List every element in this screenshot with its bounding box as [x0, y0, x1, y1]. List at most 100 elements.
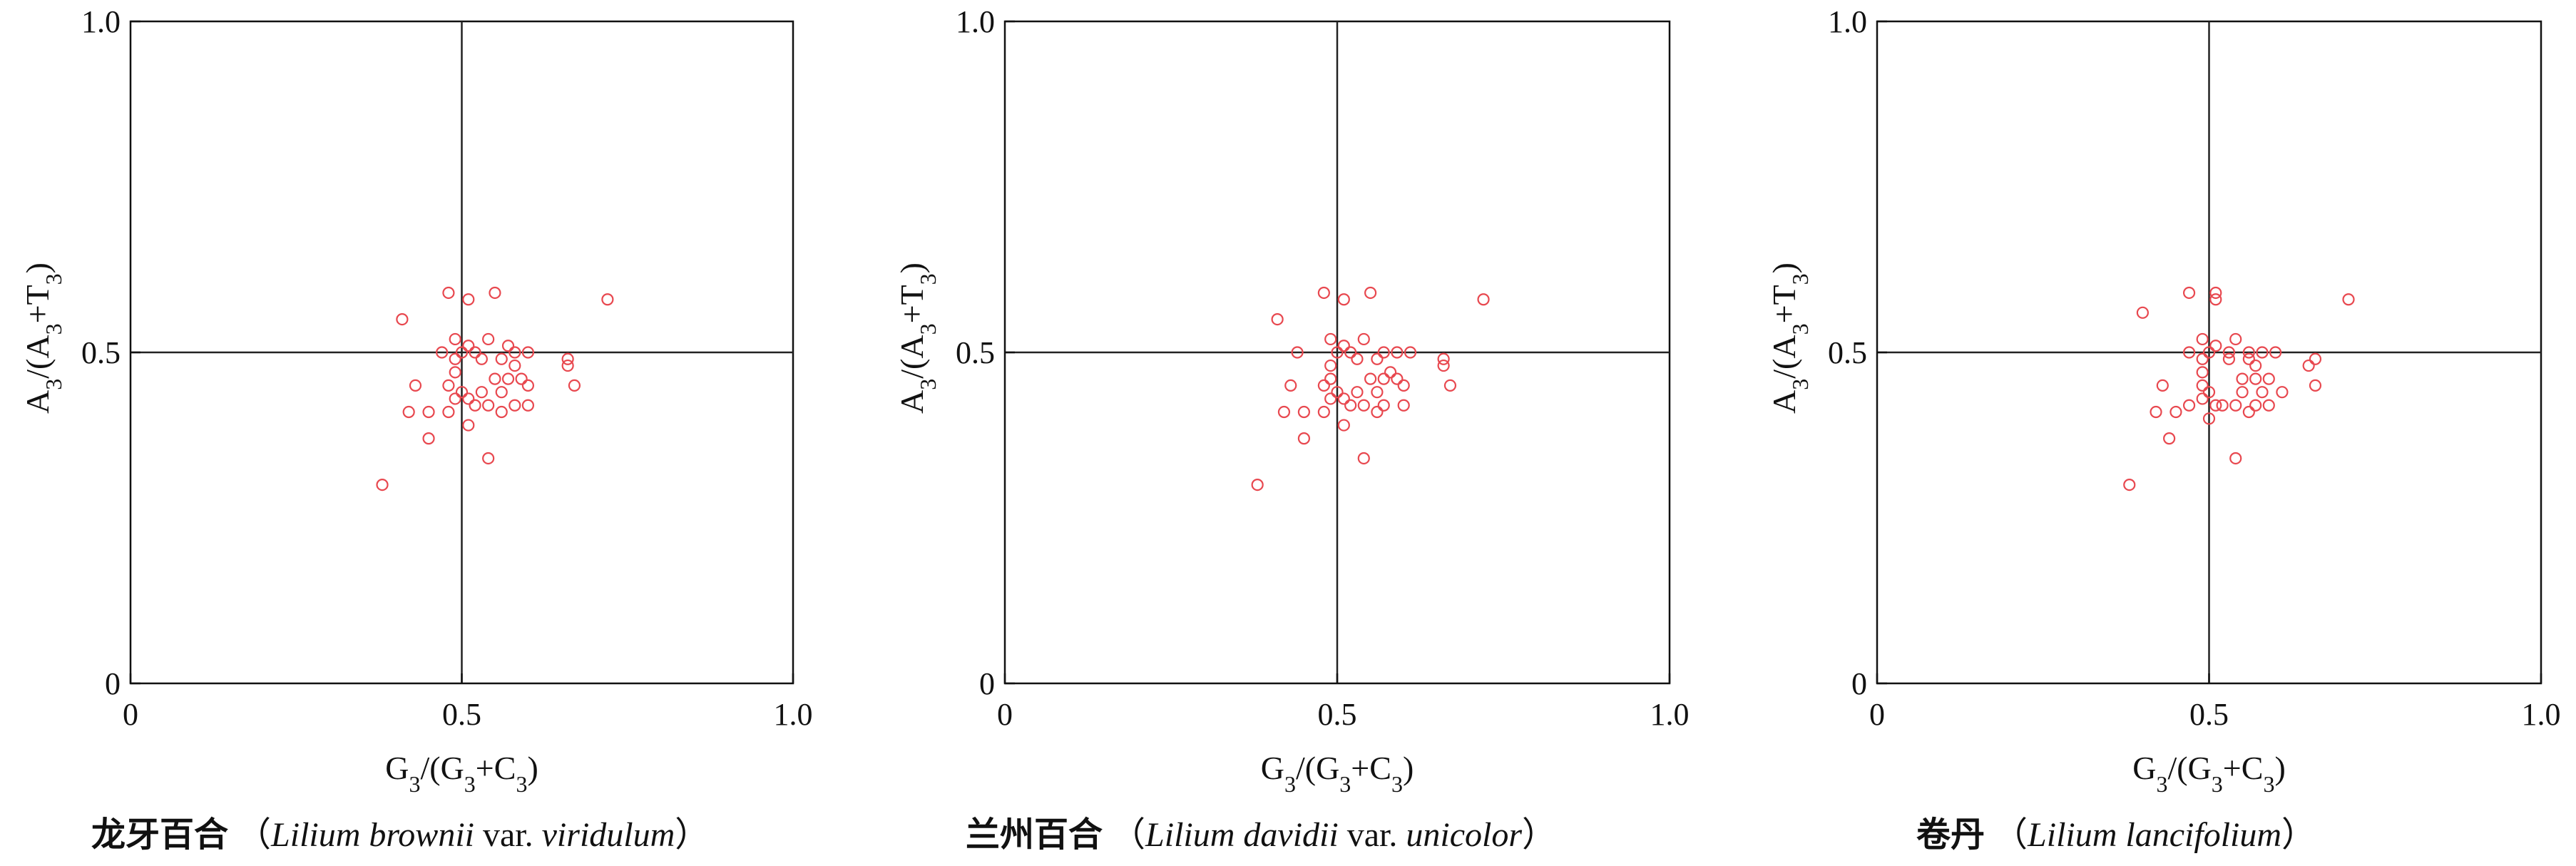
data-point	[422, 432, 435, 445]
data-point	[2196, 332, 2209, 346]
caption-chinese-name: 兰州百合	[966, 815, 1103, 855]
y-tick-label: 1.0	[1828, 4, 1867, 39]
data-point	[2256, 386, 2269, 399]
data-point	[501, 340, 515, 352]
data-point	[2202, 386, 2216, 399]
data-point	[1331, 386, 1344, 399]
data-point	[2242, 346, 2255, 359]
data-point	[482, 399, 495, 412]
data-point	[455, 346, 469, 359]
data-point	[1337, 293, 1350, 306]
data-point	[1297, 432, 1311, 445]
data-point	[1377, 399, 1390, 412]
y-tick-label: 0	[105, 666, 121, 701]
data-point	[1291, 346, 1304, 359]
y-tick-label: 0	[979, 666, 995, 701]
data-point	[2163, 432, 2176, 445]
data-point	[2196, 366, 2209, 379]
data-point	[1384, 366, 1397, 379]
data-point	[442, 379, 455, 392]
data-point	[402, 405, 415, 419]
data-point	[1284, 379, 1297, 392]
y-tick-label: 0.5	[956, 335, 995, 370]
data-point	[561, 352, 574, 365]
data-point	[501, 372, 515, 385]
data-point	[2229, 452, 2242, 465]
caption-chinese-name: 龙牙百合	[91, 815, 228, 855]
data-point	[2229, 332, 2242, 346]
x-tick-label: 0.5	[442, 697, 481, 732]
data-point	[2196, 392, 2209, 405]
data-point	[1391, 372, 1404, 385]
caption-chinese-name: 卷丹	[1916, 815, 1985, 855]
data-point	[396, 313, 409, 326]
caption-latin-name: Lilium lancifolium	[2027, 816, 2281, 854]
data-point	[469, 346, 481, 359]
data-point	[1297, 405, 1311, 419]
data-point	[568, 379, 581, 392]
data-point	[561, 359, 574, 372]
data-point	[442, 405, 455, 419]
data-point	[1443, 379, 1457, 392]
data-point	[2202, 346, 2216, 359]
data-point	[2182, 286, 2196, 300]
x-axis-title: G3/(G3+C3)	[385, 750, 538, 797]
data-point	[449, 352, 461, 365]
data-point	[2222, 352, 2236, 365]
data-point	[2182, 399, 2196, 412]
x-tick-label: 0	[1869, 697, 1885, 732]
data-point	[1337, 392, 1350, 405]
data-point	[455, 386, 469, 399]
y-axis-title: A3/(A3+T3)	[19, 263, 66, 414]
data-point	[1337, 340, 1350, 352]
data-point	[409, 379, 422, 392]
data-point	[1377, 372, 1390, 385]
y-tick-label: 1.0	[81, 4, 121, 39]
data-point	[2256, 346, 2269, 359]
data-point	[2249, 399, 2262, 412]
data-point	[1344, 399, 1357, 412]
x-tick-label: 1.0	[2522, 697, 2561, 732]
panel-caption: 龙牙百合 （Lilium brownii var. viridulum）	[91, 815, 709, 855]
x-axis-title: G3/(G3+C3)	[2132, 750, 2286, 797]
data-point	[1271, 313, 1284, 326]
data-point	[376, 478, 389, 491]
data-point	[1317, 405, 1330, 419]
data-point	[1477, 293, 1490, 306]
data-point	[2236, 386, 2249, 399]
x-tick-label: 0	[123, 697, 138, 732]
data-point	[442, 286, 455, 300]
data-point	[462, 419, 475, 432]
data-point	[1277, 405, 1291, 419]
data-point	[2222, 346, 2236, 359]
data-point	[1371, 405, 1384, 419]
data-point	[1324, 372, 1337, 385]
data-point	[2249, 359, 2262, 372]
data-point	[2136, 306, 2149, 319]
data-point	[601, 293, 614, 306]
data-point	[2202, 412, 2216, 425]
data-point	[489, 286, 501, 300]
data-point	[1324, 359, 1337, 372]
data-point	[1337, 419, 1350, 432]
data-point	[2236, 372, 2249, 385]
caption-close-paren: ）	[675, 816, 709, 854]
data-point	[1357, 399, 1370, 412]
panel-caption: 兰州百合 （Lilium davidii var. unicolor）	[966, 815, 1556, 855]
data-point	[508, 359, 521, 372]
data-point	[482, 332, 495, 346]
data-point	[495, 352, 508, 365]
data-point	[2196, 379, 2209, 392]
data-point	[2209, 286, 2222, 300]
x-tick-label: 0	[997, 697, 1013, 732]
data-point	[475, 352, 488, 365]
data-point	[1344, 346, 1357, 359]
x-tick-label: 0.5	[2189, 697, 2229, 732]
y-axis-title: A3/(A3+T3)	[1766, 263, 1813, 414]
x-axis-title: G3/(G3+C3)	[1261, 750, 1414, 797]
data-point	[422, 405, 435, 419]
caption-open-paren: （	[228, 816, 271, 854]
caption-variety: viridulum	[542, 816, 675, 854]
y-tick-label: 0	[1851, 666, 1867, 701]
caption-latin-name: Lilium brownii	[270, 816, 474, 854]
